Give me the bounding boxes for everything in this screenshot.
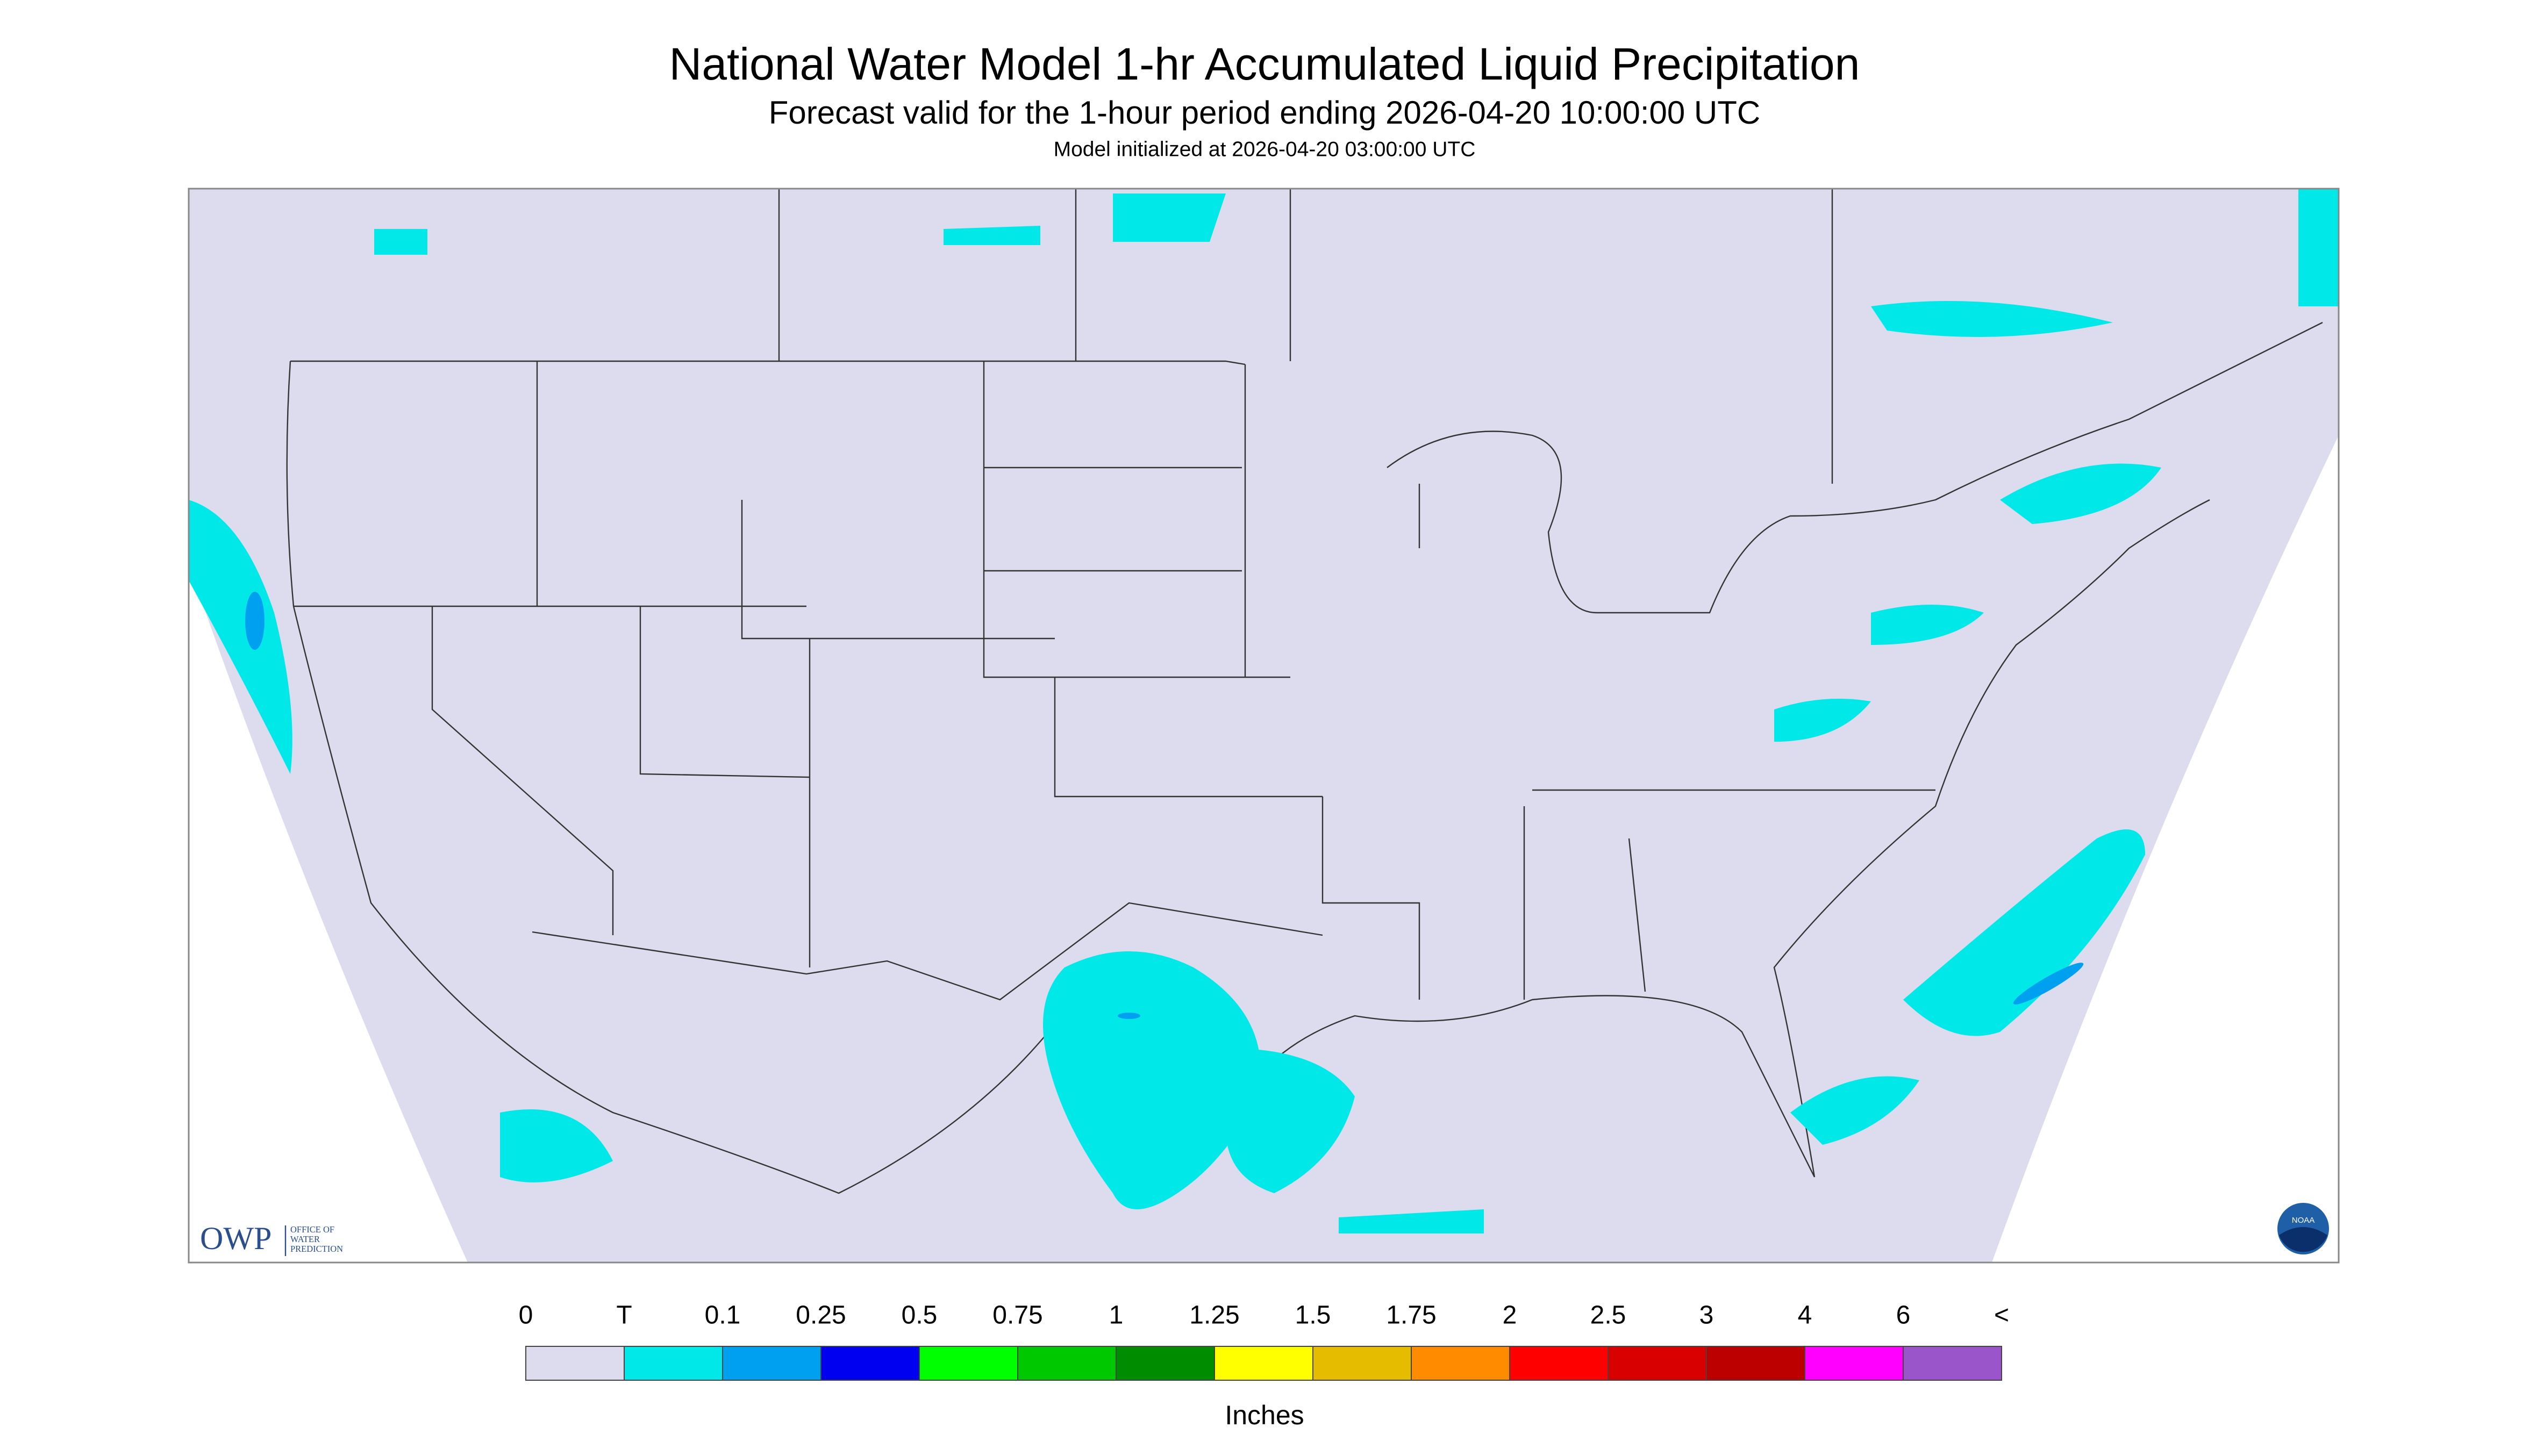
legend-label: 1.5 xyxy=(1295,1301,1331,1330)
boundaries xyxy=(286,189,2323,1194)
legend-swatch xyxy=(1017,1346,1117,1381)
owp-logo: OWP xyxy=(200,1221,272,1256)
legend-label: 0.1 xyxy=(705,1301,741,1330)
legend-label: 0.25 xyxy=(796,1301,846,1330)
legend-swatch xyxy=(722,1346,821,1381)
legend-swatch xyxy=(525,1346,625,1381)
legend-label: 0.5 xyxy=(902,1301,938,1330)
precip-core xyxy=(2013,963,2084,1005)
legend-swatch xyxy=(624,1346,723,1381)
precip-core xyxy=(245,592,265,650)
noaa-logo-wave xyxy=(2279,1227,2327,1252)
legend-swatch xyxy=(919,1346,1018,1381)
init-note: Model initialized at 2026-04-20 03:00:00… xyxy=(1054,138,1476,161)
legend-swatch xyxy=(1214,1346,1313,1381)
legend-swatch xyxy=(820,1346,920,1381)
legend-label: 0.75 xyxy=(992,1301,1042,1330)
legend-swatch xyxy=(1116,1346,1215,1381)
owp-name: OFFICE OF xyxy=(290,1224,334,1235)
legend-swatch xyxy=(1706,1346,1805,1381)
noaa-label: NOAA xyxy=(2292,1216,2315,1225)
legend: Inches 0 T 0.1 0.25 0.5 0.75 1 1.25 1.5 1.75 2 2.5 3… xyxy=(519,1301,2009,1431)
precipitation xyxy=(189,189,2339,1233)
legend-swatch xyxy=(1411,1346,1510,1381)
model-domain xyxy=(189,189,2339,1263)
owp-name: WATER xyxy=(290,1234,320,1244)
title: National Water Model 1-hr Accumulated Li… xyxy=(669,39,1860,89)
legend-swatch xyxy=(1608,1346,1707,1381)
map: OWP OFFICE OF WATER PREDICTION NOAA xyxy=(188,188,2340,1264)
legend-swatch xyxy=(1804,1346,1904,1381)
legend-label: 2.5 xyxy=(1590,1301,1626,1330)
legend-label: 1 xyxy=(1109,1301,1124,1330)
legend-swatch xyxy=(1903,1346,2002,1381)
owp-name: PREDICTION xyxy=(290,1244,343,1254)
map-frame xyxy=(188,188,2340,1264)
legend-label: 3 xyxy=(1699,1301,1714,1330)
legend-label: 0 xyxy=(519,1301,533,1330)
legend-label: 6 xyxy=(1896,1301,1911,1330)
subtitle: Forecast valid for the 1-hour period end… xyxy=(769,95,1760,131)
legend-swatch xyxy=(1509,1346,1609,1381)
legend-title: Inches xyxy=(1225,1400,1304,1430)
legend-label: 1.75 xyxy=(1386,1301,1436,1330)
precip-core xyxy=(1118,1013,1140,1019)
legend-label: 2 xyxy=(1503,1301,1517,1330)
legend-swatch xyxy=(1312,1346,1412,1381)
legend-label: 1.25 xyxy=(1189,1301,1239,1330)
legend-label: 4 xyxy=(1798,1301,1812,1330)
legend-label: T xyxy=(616,1301,632,1330)
legend-label: < xyxy=(1994,1301,2009,1330)
